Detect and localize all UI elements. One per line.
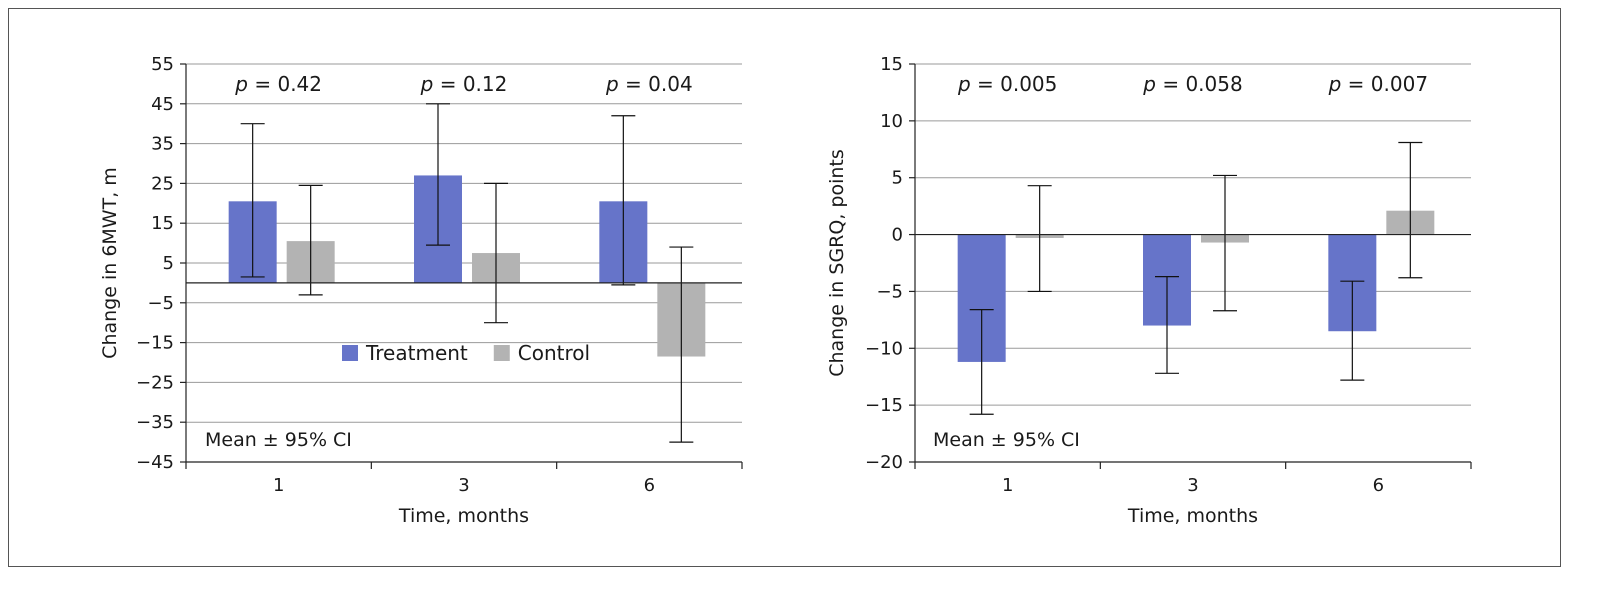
y-tick-label: −15 [136, 333, 174, 354]
p-value-label: p = 0.12 [420, 72, 508, 96]
figure-frame [8, 8, 1561, 567]
y-tick-label: −15 [865, 395, 903, 416]
p-value-label: p = 0.058 [1142, 72, 1242, 96]
y-tick-label: −5 [876, 281, 903, 302]
x-tick-label: 3 [458, 475, 469, 496]
y-tick-label: 25 [151, 173, 174, 194]
y-tick-label: 15 [151, 213, 174, 234]
legend: Treatment Control [342, 341, 590, 365]
y-tick-label: 35 [151, 134, 174, 155]
x-axis-title: Time, months [398, 505, 529, 527]
ci-note: Mean ± 95% CI [933, 429, 1080, 451]
y-axis-title: Change in SGRQ, points [826, 149, 848, 377]
legend-swatch-treatment [342, 345, 358, 361]
y-tick-label: −5 [147, 293, 174, 314]
ci-note: Mean ± 95% CI [205, 429, 352, 451]
y-tick-label: 5 [163, 253, 174, 274]
y-tick-label: −20 [865, 452, 903, 473]
y-tick-label: −10 [865, 338, 903, 359]
y-tick-label: 55 [151, 54, 174, 75]
y-axis-title: Change in 6MWT, m [99, 167, 121, 359]
y-tick-label: −25 [136, 372, 174, 393]
p-value-label: p = 0.04 [605, 72, 693, 96]
legend-swatch-control [493, 345, 510, 361]
x-tick-label: 6 [1373, 475, 1384, 496]
p-value-label: p = 0.005 [957, 72, 1057, 96]
y-tick-label: 0 [892, 225, 903, 246]
y-tick-label: −35 [136, 412, 174, 433]
chart-1: 55 45 35 25 15 5 −5 −15 −25 −35 −45 1 3 6 Time, months… [99, 54, 743, 527]
y-tick-label: 10 [880, 111, 903, 132]
legend-label-treatment: Treatment [365, 341, 468, 365]
x-tick-label: 1 [273, 475, 284, 496]
x-axis-title: Time, months [1127, 505, 1258, 527]
x-tick-label: 3 [1187, 475, 1198, 496]
p-value-label: p = 0.007 [1328, 72, 1428, 96]
x-tick-label: 1 [1002, 475, 1013, 496]
y-tick-label: 45 [151, 94, 174, 115]
x-tick-label: 6 [644, 475, 655, 496]
legend-label-control: Control [518, 341, 590, 365]
p-value-label: p = 0.42 [234, 72, 322, 96]
chart-2: 15 10 5 0 −5 −10 −15 −20 1 3 6 Time, months Change i… [826, 54, 1472, 527]
y-tick-label: 15 [880, 54, 903, 75]
y-tick-label: 5 [892, 168, 903, 189]
y-tick-label: −45 [136, 452, 174, 473]
